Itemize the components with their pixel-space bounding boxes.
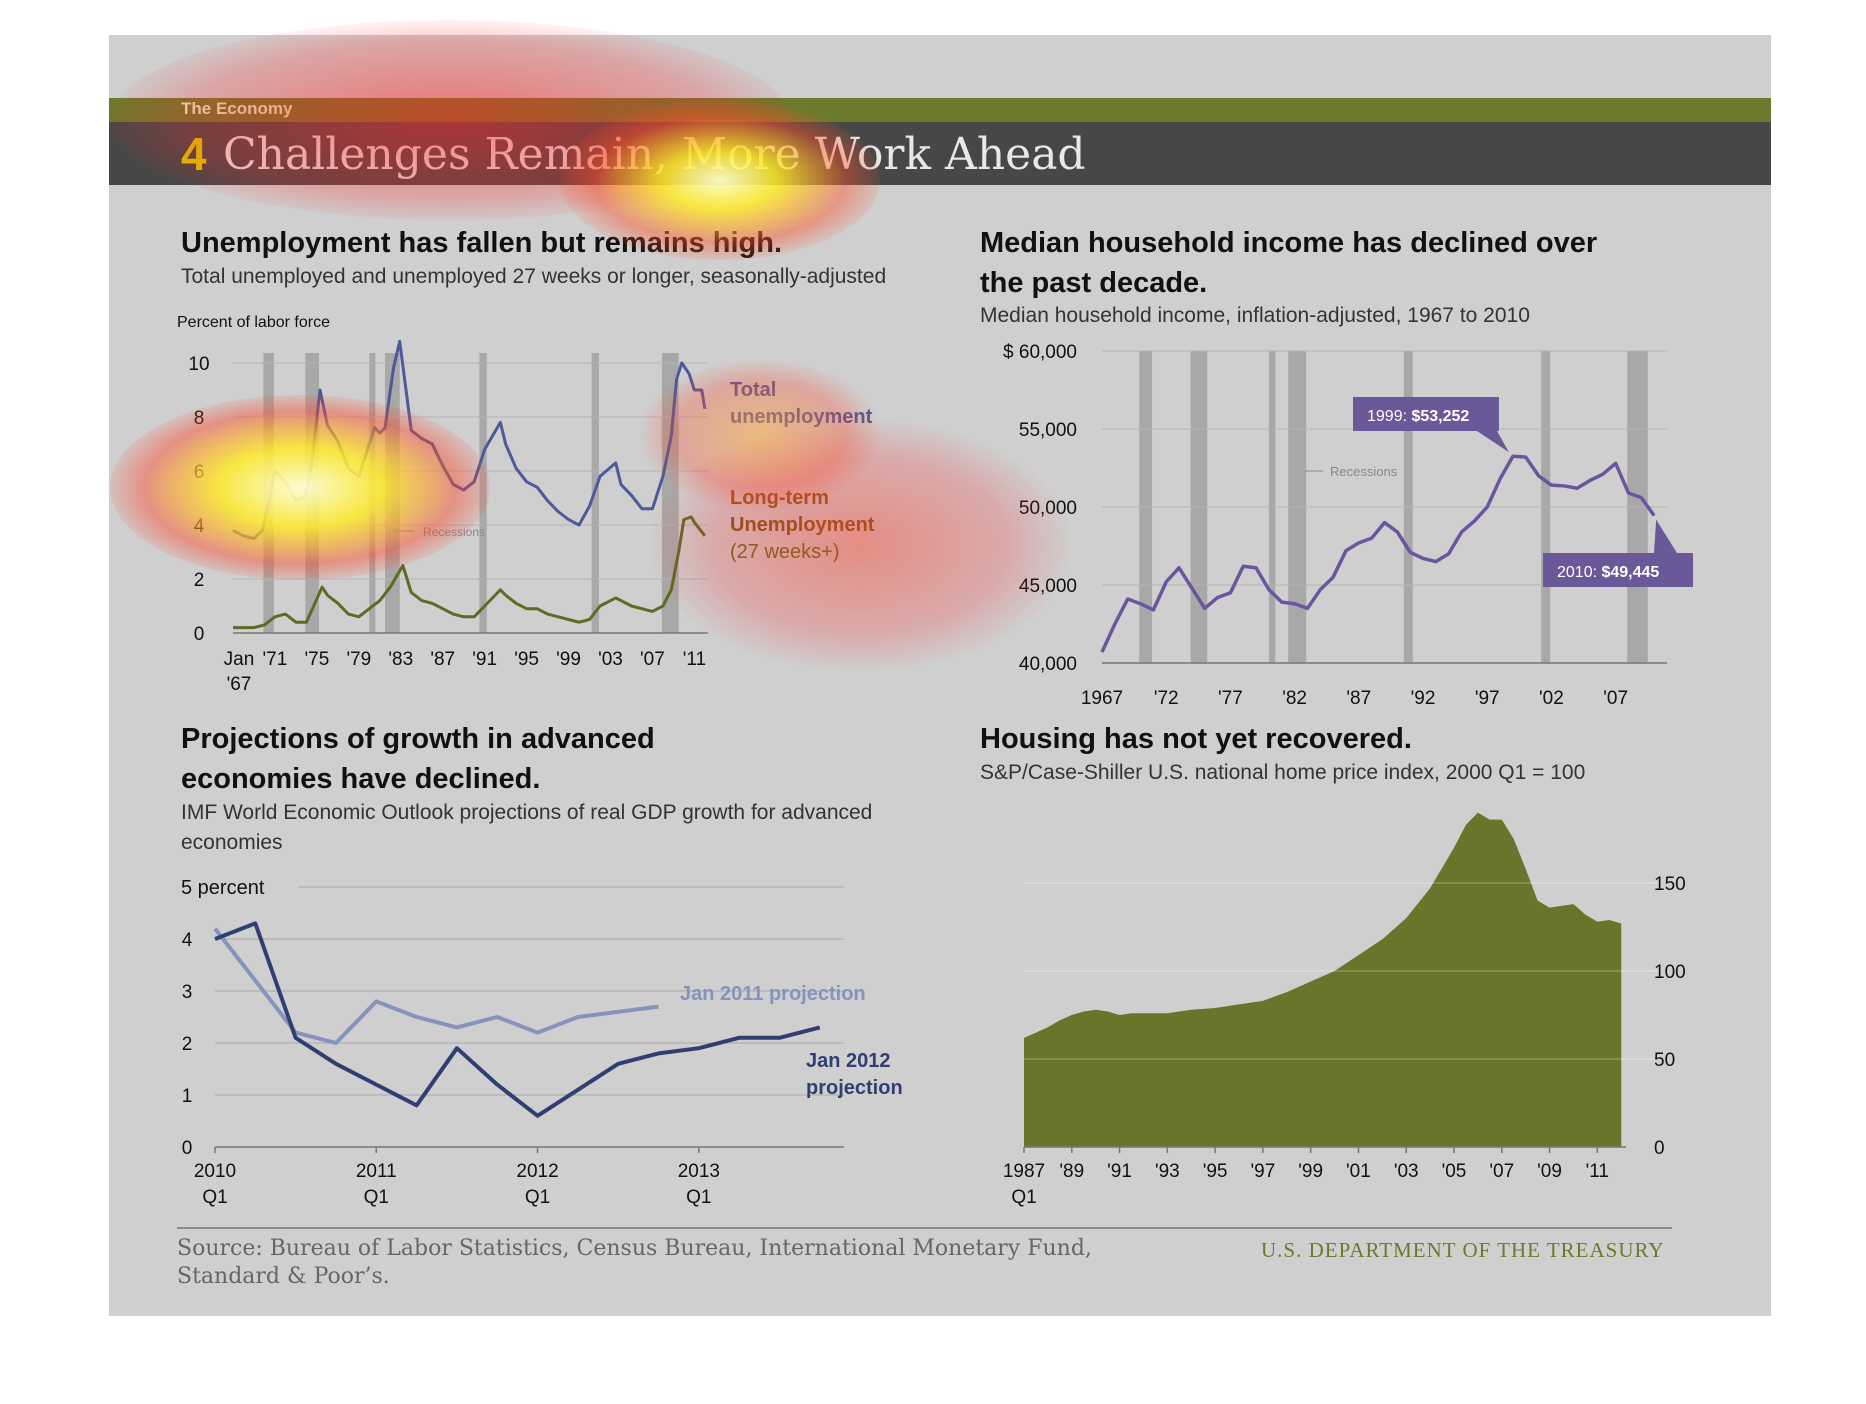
y-tick-label: 2 bbox=[194, 570, 205, 591]
x-tick-label: 2013 bbox=[678, 1161, 720, 1182]
callout-2010-label: 2010: $49,445 bbox=[1557, 564, 1659, 581]
x-tick-label: '72 bbox=[1154, 688, 1179, 709]
y-tick-label: 55,000 bbox=[1019, 420, 1077, 441]
x-tick-label: 1987 bbox=[1003, 1161, 1045, 1182]
x-tick-label: 2012 bbox=[516, 1161, 558, 1182]
x-tick-label: '82 bbox=[1282, 688, 1307, 709]
income-heading-line1: Median household income has declined ove… bbox=[980, 227, 1598, 259]
x-tick-label: '02 bbox=[1539, 688, 1564, 709]
income-heading-line2: the past decade. bbox=[980, 267, 1208, 299]
x-tick-label: '97 bbox=[1251, 1161, 1276, 1182]
x-tick-label: '95 bbox=[1203, 1161, 1228, 1182]
x-tick-label: '91 bbox=[1107, 1161, 1132, 1182]
x-tick-label: '87 bbox=[1346, 688, 1371, 709]
legend-longterm-line3: (27 weeks+) bbox=[730, 541, 840, 563]
y-tick-label: 45,000 bbox=[1019, 576, 1077, 597]
legend-jan-2012-line1: Jan 2012 bbox=[806, 1050, 891, 1072]
housing-heading: Housing has not yet recovered. bbox=[980, 723, 1412, 755]
y-unit-label: 5 percent bbox=[181, 877, 265, 899]
y-tick-label: 100 bbox=[1654, 962, 1686, 983]
y-axis-label: Percent of labor force bbox=[177, 314, 330, 331]
x-tick-label: Q1 bbox=[686, 1187, 711, 1208]
x-tick-label: '92 bbox=[1411, 688, 1436, 709]
callout-1999-label: 1999: $53,252 bbox=[1367, 408, 1469, 425]
x-tick-label: Q1 bbox=[525, 1187, 550, 1208]
x-tick-label: Q1 bbox=[364, 1187, 389, 1208]
x-tick-label: 2010 bbox=[194, 1161, 236, 1182]
legend-jan-2012-line2: projection bbox=[806, 1077, 903, 1099]
x-tick-label: '77 bbox=[1218, 688, 1243, 709]
x-tick-label: '99 bbox=[1298, 1161, 1323, 1182]
y-tick-label: $ 60,000 bbox=[1003, 342, 1077, 363]
growth-subtitle-line1: IMF World Economic Outlook projections o… bbox=[181, 801, 873, 824]
source-line-2: Standard & Poor’s. bbox=[177, 1264, 390, 1289]
y-tick-label: 150 bbox=[1654, 874, 1686, 895]
x-tick-label: Jan bbox=[224, 649, 255, 670]
footer-divider bbox=[177, 1227, 1672, 1229]
agency-wordmark: U.S. DEPARTMENT OF THE TREASURY bbox=[1261, 1238, 1665, 1262]
unemployment-subtitle: Total unemployed and unemployed 27 weeks… bbox=[181, 265, 887, 288]
x-tick-label: '87 bbox=[430, 649, 455, 670]
housing-chart: 0 50 100 150 1987 Q1 '89 '91 '93 '95 '97 '99 '01 '03 '… bbox=[1003, 812, 1686, 1208]
series-line-median-income bbox=[1100, 454, 1656, 653]
x-tick-label: '79 bbox=[346, 649, 371, 670]
growth-heading-line1: Projections of growth in advanced bbox=[181, 723, 655, 755]
y-tick-label: 40,000 bbox=[1019, 654, 1077, 675]
legend-longterm-line2: Unemployment bbox=[730, 514, 875, 536]
x-tick-label: '97 bbox=[1475, 688, 1500, 709]
x-tick-label: Q1 bbox=[202, 1187, 227, 1208]
income-chart: 40,000 45,000 50,000 55,000 $ 60,000 1967 '72 '… bbox=[1003, 342, 1693, 709]
x-tick-label: Q1 bbox=[1011, 1187, 1036, 1208]
x-tick-label: '03 bbox=[1394, 1161, 1419, 1182]
callout-2010-box bbox=[1543, 553, 1693, 587]
housing-subtitle: S&P/Case-Shiller U.S. national home pric… bbox=[980, 761, 1586, 784]
series-line-jan-2012-projection bbox=[214, 921, 821, 1118]
source-note: Source: Bureau of Labor Statistics, Cens… bbox=[177, 1235, 1092, 1291]
y-tick-label: 2 bbox=[182, 1034, 193, 1055]
recessions-label: Recessions bbox=[1330, 464, 1398, 479]
source-line-1: Source: Bureau of Labor Statistics, Cens… bbox=[177, 1236, 1092, 1261]
x-tick-label: '95 bbox=[514, 649, 539, 670]
y-tick-label: 50,000 bbox=[1019, 498, 1077, 519]
callout-2010-pointer bbox=[1654, 519, 1677, 553]
y-tick-label: 4 bbox=[182, 930, 193, 951]
x-tick-label: '67 bbox=[227, 674, 252, 695]
x-tick-label: '03 bbox=[598, 649, 623, 670]
y-tick-label: 10 bbox=[188, 354, 209, 375]
x-tick-label: 2011 bbox=[356, 1161, 397, 1182]
x-tick-label: '83 bbox=[388, 649, 413, 670]
y-tick-label: 0 bbox=[194, 624, 205, 645]
callout-1999-box bbox=[1353, 397, 1499, 431]
x-tick-label: '75 bbox=[305, 649, 330, 670]
growth-chart: 5 percent 0 1 2 3 4 2010 Q1 2011 Q1 2012 Q1 2013 Q1 Ja… bbox=[181, 877, 903, 1208]
series-line-long-term-unemployment bbox=[233, 515, 707, 630]
x-tick-label: '11 bbox=[1586, 1161, 1609, 1182]
y-tick-label: 3 bbox=[182, 982, 193, 1003]
growth-subtitle-line2: economies bbox=[181, 831, 283, 854]
x-tick-label: '07 bbox=[1603, 688, 1628, 709]
x-tick-label: '07 bbox=[1489, 1161, 1514, 1182]
growth-heading-line2: economies have declined. bbox=[181, 763, 541, 795]
x-tick-label: '91 bbox=[472, 649, 497, 670]
y-tick-label: 50 bbox=[1654, 1050, 1675, 1071]
series-area-home-price-index bbox=[1024, 812, 1622, 1147]
y-tick-label: 0 bbox=[182, 1138, 193, 1159]
x-tick-label: '11 bbox=[683, 649, 706, 670]
x-tick-label: '01 bbox=[1346, 1161, 1371, 1182]
x-tick-label: '05 bbox=[1442, 1161, 1467, 1182]
callout-1999-pointer bbox=[1477, 431, 1509, 453]
income-subtitle: Median household income, inflation-adjus… bbox=[980, 304, 1530, 327]
x-tick-label: '99 bbox=[556, 649, 581, 670]
x-tick-label: '89 bbox=[1059, 1161, 1084, 1182]
y-tick-label: 0 bbox=[1654, 1138, 1665, 1159]
x-tick-label: '71 bbox=[263, 649, 288, 670]
y-tick-label: 1 bbox=[182, 1086, 193, 1107]
x-tick-label: '07 bbox=[640, 649, 665, 670]
x-tick-label: 1967 bbox=[1081, 688, 1123, 709]
x-tick-label: '93 bbox=[1155, 1161, 1180, 1182]
infographic-slide: The Economy 4 Challenges Remain, More Wo… bbox=[109, 35, 1771, 1316]
legend-jan-2011: Jan 2011 projection bbox=[680, 983, 866, 1005]
x-tick-label: '09 bbox=[1537, 1161, 1562, 1182]
